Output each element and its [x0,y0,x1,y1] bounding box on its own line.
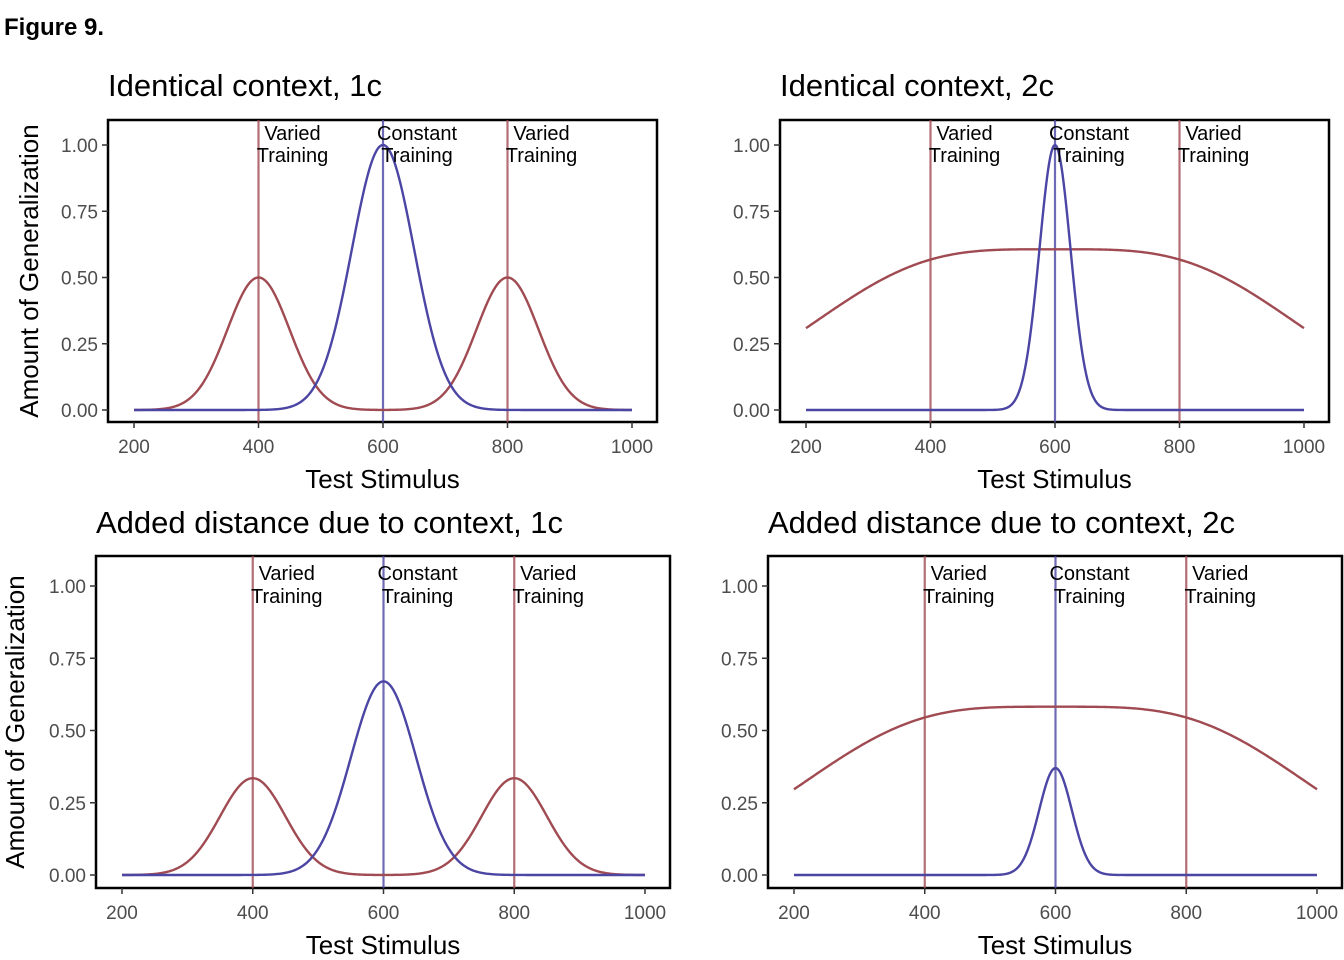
x-tick-label: 800 [1164,437,1196,458]
annotation-line1: Constant [1049,563,1129,585]
y-tick-label: 0.25 [49,794,86,815]
annotation-line1: Constant [1049,123,1129,145]
chart-panel-2: Identical context, 2cVariedTrainingConst… [733,68,1331,494]
x-tick-label: 200 [778,903,810,924]
y-tick-label: 1.00 [733,136,770,157]
annotation-line1: Constant [377,563,457,585]
annotation-line2: Training [512,586,584,608]
series-line-varied [121,776,646,877]
annotation-line1: Constant [377,123,457,145]
y-tick-label: 1.00 [61,136,98,157]
series-line-constant [122,680,645,877]
y-tick-label: 0.00 [49,866,86,887]
x-tick-label: 400 [243,437,275,458]
chart-panel-1: Identical context, 1cVariedTrainingConst… [14,68,659,494]
figure-label: Figure 9. [4,14,105,41]
y-tick-label: 0.25 [61,335,98,356]
series-line-varied [805,248,1305,330]
y-axis-label: Amount of Generalization [0,575,30,868]
x-tick-label: 200 [106,903,138,924]
annotation-line1: Varied [259,563,315,585]
y-tick-label: 0.50 [733,269,770,290]
annotation-line1: Varied [931,563,987,585]
annotation-line1: Varied [264,123,320,145]
y-tick-label: 0.25 [733,335,770,356]
annotation-line2: Training [251,586,323,608]
panel-title: Added distance due to context, 2c [768,505,1235,540]
x-tick-label: 600 [368,903,400,924]
x-tick-label: 400 [915,437,947,458]
panel-title: Identical context, 2c [780,68,1054,103]
x-tick-label: 1000 [624,903,666,924]
annotation-line1: Varied [1192,563,1248,585]
y-tick-label: 0.75 [61,202,98,223]
annotation-line2: Training [381,145,453,167]
annotation-line1: Varied [520,563,576,585]
x-tick-label: 800 [498,903,530,924]
y-tick-label: 0.50 [61,269,98,290]
annotation-line2: Training [257,145,329,167]
x-tick-label: 1000 [1283,437,1325,458]
y-tick-label: 1.00 [721,577,758,598]
x-axis-label: Test Stimulus [977,464,1132,494]
x-tick-label: 600 [1040,903,1072,924]
series-line-constant [794,766,1317,877]
x-tick-label: 200 [790,437,822,458]
x-tick-label: 400 [237,903,269,924]
panel-title: Identical context, 1c [108,68,382,103]
y-tick-label: 0.75 [49,649,86,670]
series-line-constant [134,143,632,412]
annotation-line2: Training [929,145,1001,167]
y-tick-label: 0.50 [721,722,758,743]
y-tick-label: 0.00 [61,401,98,422]
x-axis-label: Test Stimulus [978,930,1133,960]
series-line-varied [793,705,1318,791]
annotation-line1: Varied [1185,123,1241,145]
chart-panel-4: Added distance due to context, 2cVariedT… [721,505,1344,960]
x-tick-label: 600 [1039,437,1071,458]
y-tick-label: 0.50 [49,722,86,743]
series-line-constant [806,143,1304,412]
x-tick-label: 600 [367,437,399,458]
x-axis-label: Test Stimulus [305,464,460,494]
annotation-line2: Training [1178,145,1250,167]
y-tick-label: 0.75 [733,202,770,223]
x-tick-label: 800 [1170,903,1202,924]
y-tick-label: 0.00 [721,866,758,887]
annotation-line2: Training [1054,586,1126,608]
y-tick-label: 0.00 [733,401,770,422]
x-axis-label: Test Stimulus [306,930,461,960]
y-tick-label: 1.00 [49,577,86,598]
x-tick-label: 1000 [1296,903,1338,924]
annotation-line2: Training [506,145,578,167]
annotation-line2: Training [1184,586,1256,608]
annotation-line2: Training [1053,145,1125,167]
annotation-line1: Varied [513,123,569,145]
panel-title: Added distance due to context, 1c [96,505,563,540]
x-tick-label: 200 [118,437,150,458]
y-tick-label: 0.75 [721,649,758,670]
x-tick-label: 1000 [611,437,653,458]
y-tick-label: 0.25 [721,794,758,815]
series-line-varied [133,276,633,412]
x-tick-label: 400 [909,903,941,924]
y-axis-label: Amount of Generalization [14,124,44,417]
annotation-line1: Varied [936,123,992,145]
chart-panel-3: Added distance due to context, 1cVariedT… [0,505,672,960]
annotation-line2: Training [382,586,454,608]
x-tick-label: 800 [492,437,524,458]
annotation-line2: Training [923,586,995,608]
